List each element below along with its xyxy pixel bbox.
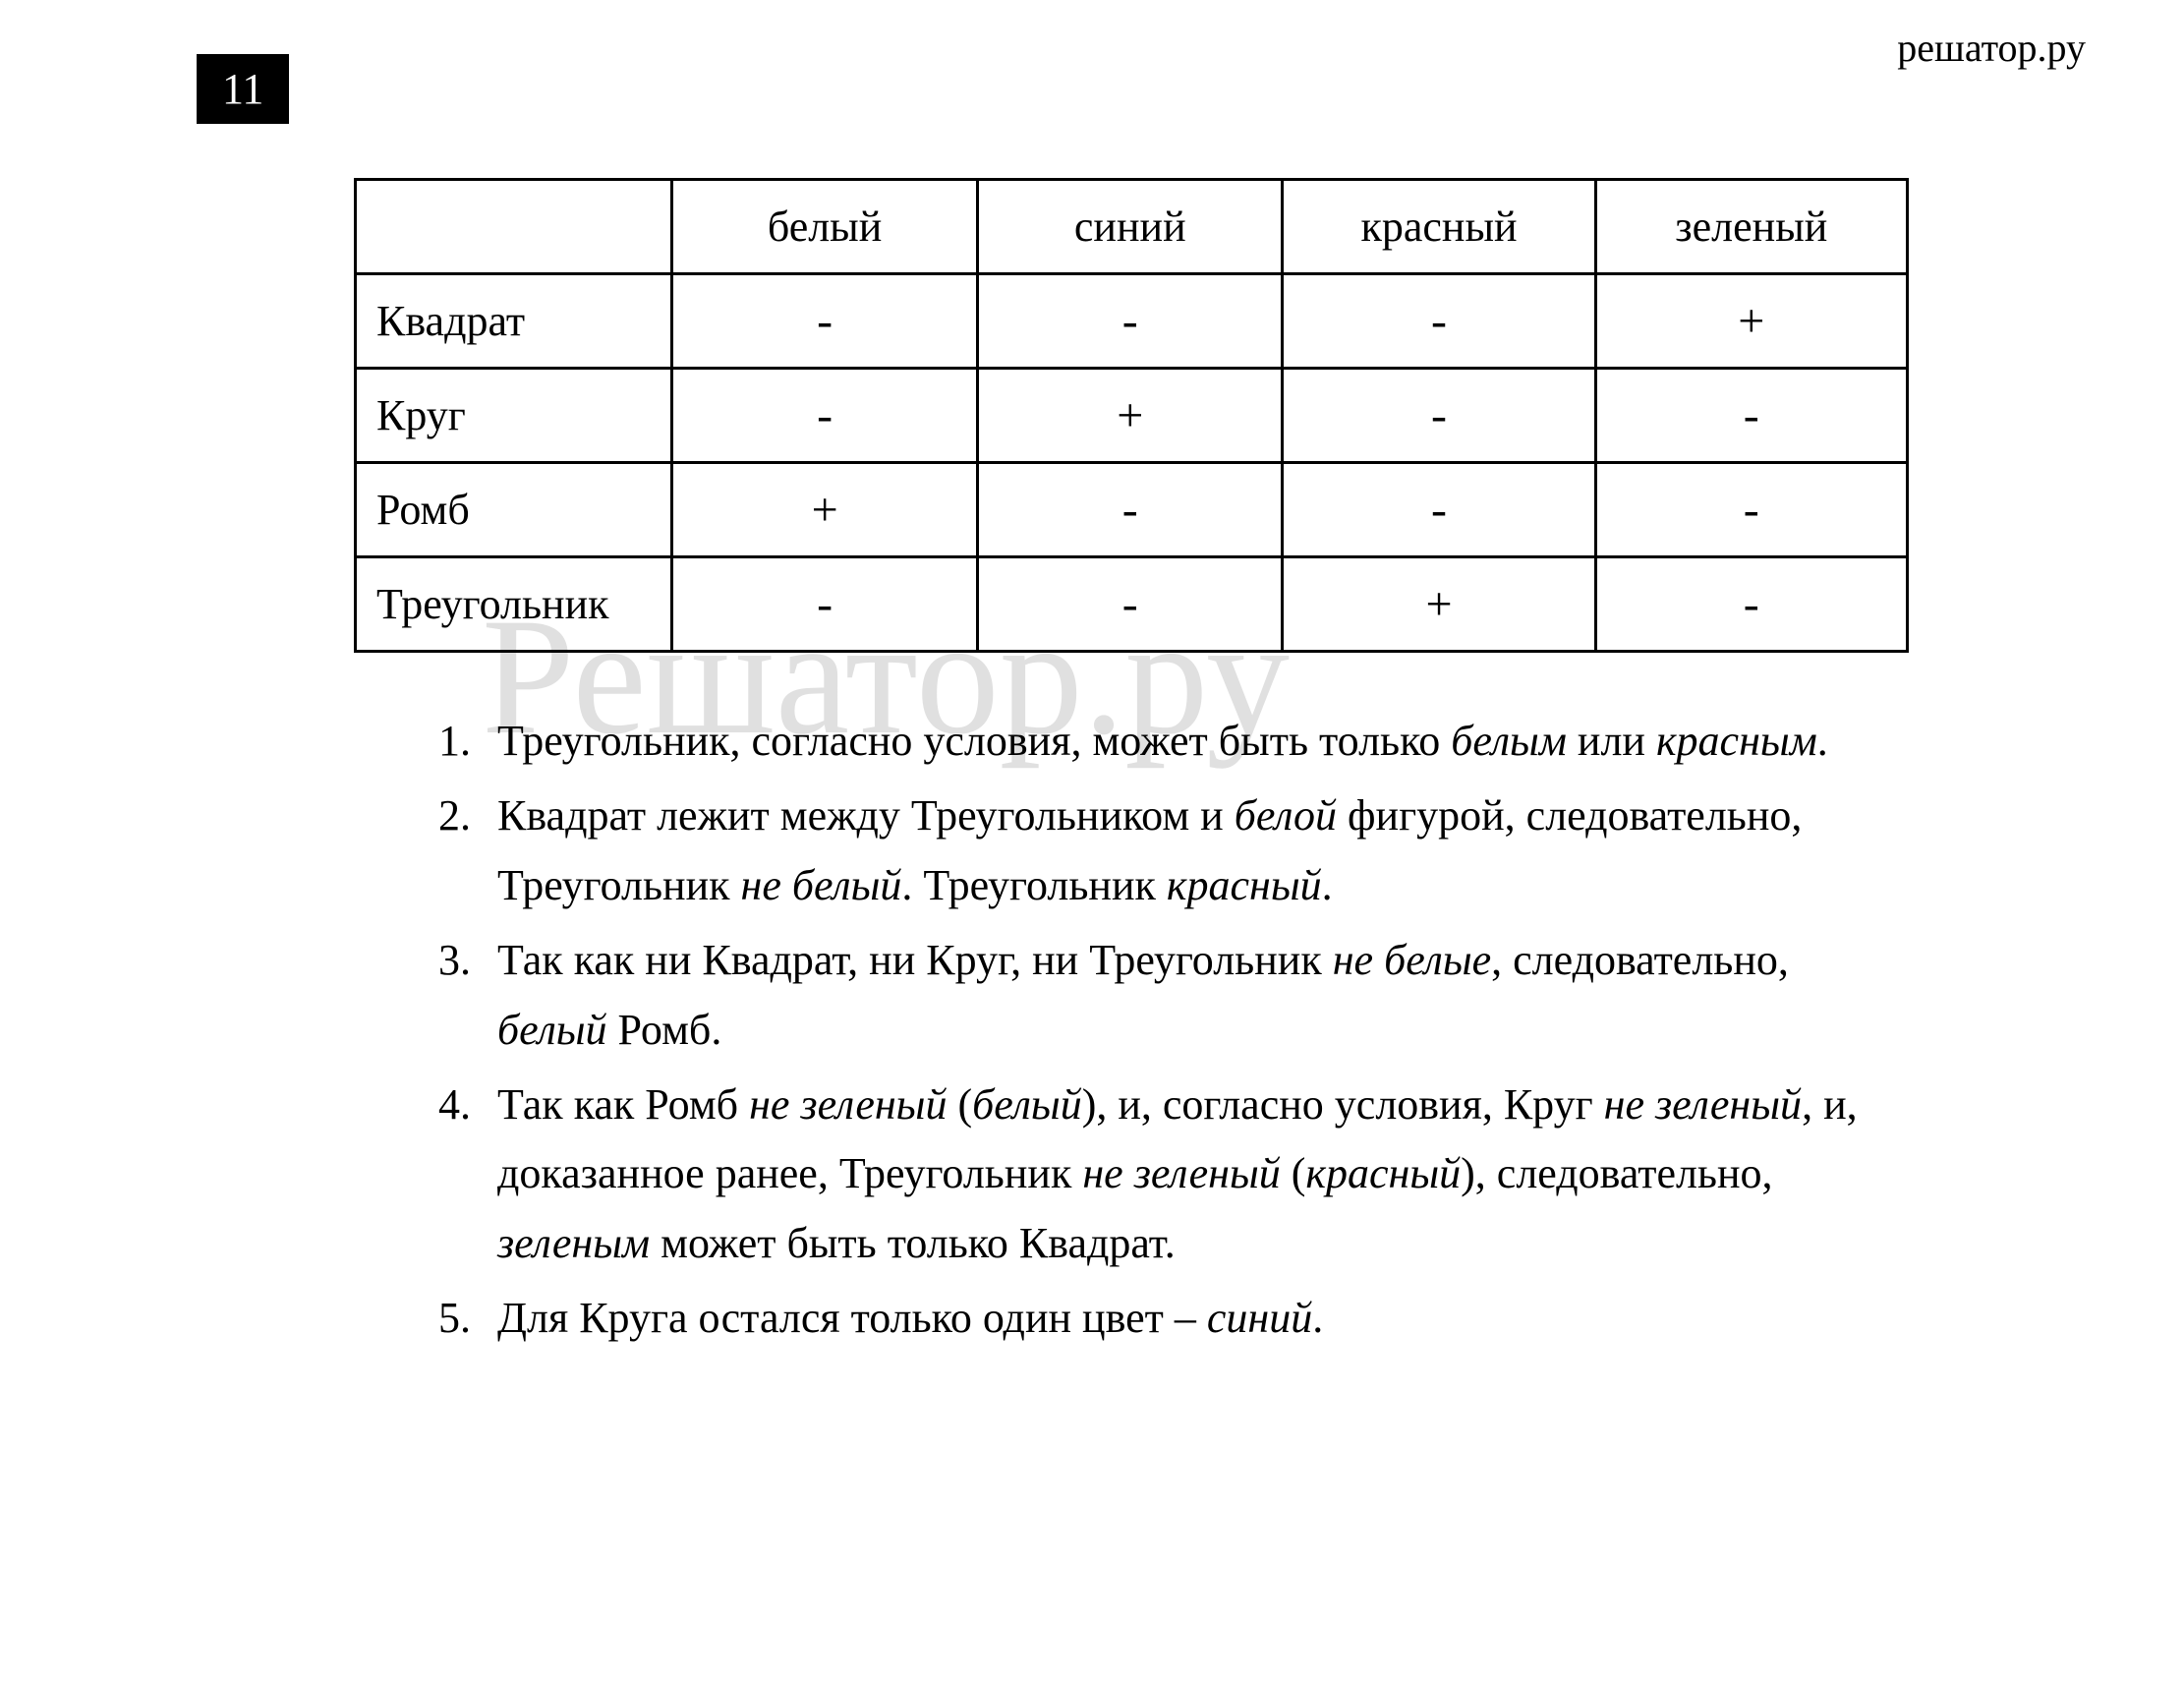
italic-text: зеленым [497, 1219, 650, 1267]
italic-text: белый [497, 1006, 607, 1054]
table-cell: + [672, 463, 978, 557]
solution-item: Так как Ромб не зеленый (белый), и, согл… [482, 1071, 1909, 1278]
table-cell: - [1595, 557, 1907, 652]
table-header-row: белый синий красный зеленый [356, 180, 1908, 274]
table-cell: + [1283, 557, 1595, 652]
table-row: Треугольник - - + - [356, 557, 1908, 652]
plain-text: . Треугольник [901, 861, 1167, 909]
table-cell: - [1283, 369, 1595, 463]
plain-text: Для Круга остался только один цвет – [497, 1294, 1207, 1342]
italic-text: не зеленый [749, 1080, 947, 1129]
plain-text: Так как ни Квадрат, ни Круг, ни Треуголь… [497, 936, 1333, 984]
italic-text: красный [1167, 861, 1322, 909]
table-header-empty [356, 180, 672, 274]
table-cell: + [978, 369, 1283, 463]
italic-text: синий [1207, 1294, 1312, 1342]
plain-text: , следовательно, [1491, 936, 1789, 984]
plain-text: ), и, согласно условия, Круг [1082, 1080, 1604, 1129]
solution-item: Для Круга остался только один цвет – син… [482, 1284, 1909, 1353]
italic-text: белой [1235, 791, 1337, 840]
table-cell: - [1595, 463, 1907, 557]
plain-text: Ромб. [607, 1006, 722, 1054]
italic-text: красным [1656, 717, 1817, 765]
table-header-col1: белый [672, 180, 978, 274]
italic-text: белым [1451, 717, 1567, 765]
italic-text: не зеленый [1082, 1149, 1280, 1197]
solution-item: Так как ни Квадрат, ни Круг, ни Треуголь… [482, 926, 1909, 1065]
table-header-col4: зеленый [1595, 180, 1907, 274]
solution-list: Треугольник, согласно условия, может быт… [482, 707, 1909, 1354]
table-header-col3: красный [1283, 180, 1595, 274]
plain-text: ), следовательно, [1461, 1149, 1772, 1197]
solution-item: Квадрат лежит между Треугольником и бело… [482, 782, 1909, 920]
table-cell: - [672, 274, 978, 369]
row-label: Ромб [356, 463, 672, 557]
plain-text: . [1817, 717, 1828, 765]
plain-text: ( [1281, 1149, 1306, 1197]
table-row: Квадрат - - - + [356, 274, 1908, 369]
row-label: Треугольник [356, 557, 672, 652]
table-cell: - [1595, 369, 1907, 463]
solution-item: Треугольник, согласно условия, может быт… [482, 707, 1909, 776]
site-label: решатор.ру [1897, 25, 2086, 71]
table-cell: - [1283, 463, 1595, 557]
content-wrapper: Решатор.ру белый синий красный зеленый К… [354, 178, 1909, 1354]
plain-text: . [1312, 1294, 1323, 1342]
table-cell: - [978, 557, 1283, 652]
logic-table: белый синий красный зеленый Квадрат - - … [354, 178, 1909, 653]
plain-text: Так как Ромб [497, 1080, 749, 1129]
row-label: Круг [356, 369, 672, 463]
table-cell: - [672, 557, 978, 652]
table-cell: - [672, 369, 978, 463]
italic-text: красный [1305, 1149, 1461, 1197]
problem-number-badge: 11 [197, 54, 289, 124]
plain-text: Квадрат лежит между Треугольником и [497, 791, 1235, 840]
italic-text: не зеленый [1604, 1080, 1802, 1129]
plain-text: Треугольник, согласно условия, может быт… [497, 717, 1451, 765]
plain-text: или [1567, 717, 1656, 765]
plain-text: может быть только Квадрат. [650, 1219, 1176, 1267]
row-label: Квадрат [356, 274, 672, 369]
plain-text: . [1322, 861, 1333, 909]
table-cell: - [978, 463, 1283, 557]
plain-text: ( [947, 1080, 972, 1129]
italic-text: не белый [741, 861, 902, 909]
table-cell: + [1595, 274, 1907, 369]
italic-text: белый [972, 1080, 1082, 1129]
table-row: Ромб + - - - [356, 463, 1908, 557]
table-cell: - [1283, 274, 1595, 369]
table-header-col2: синий [978, 180, 1283, 274]
italic-text: не белые [1333, 936, 1491, 984]
table-row: Круг - + - - [356, 369, 1908, 463]
table-cell: - [978, 274, 1283, 369]
